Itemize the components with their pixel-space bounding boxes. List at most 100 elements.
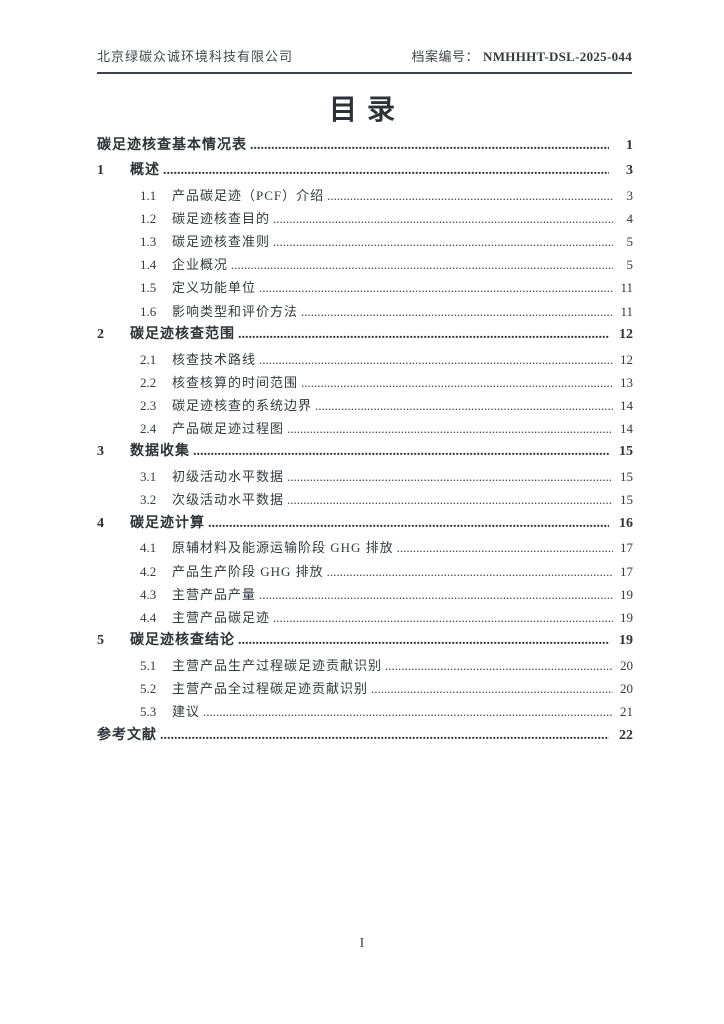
toc-entry-page: 5	[626, 257, 634, 273]
toc-entry-title: 数据收集	[130, 444, 190, 460]
toc-entry-page: 15	[620, 469, 633, 485]
toc-entry-page: 11	[620, 280, 633, 296]
toc-entry: 1.5 定义功能单位 11	[97, 276, 633, 299]
archive-number-label: 档案编号：	[411, 49, 480, 64]
toc-dot-leader	[327, 560, 613, 583]
toc-dot-leader	[315, 394, 613, 417]
toc-dot-leader	[160, 724, 609, 749]
toc-entry-number: 2.2	[140, 374, 157, 390]
toc-entry-title: 企业概况	[172, 257, 229, 273]
toc-dot-leader	[250, 134, 609, 159]
toc-entry: 1.3 碳足迹核查准则 5	[97, 230, 633, 253]
toc-entry-number: 2.4	[140, 421, 157, 437]
toc-entry-number: 4.1	[140, 540, 157, 556]
page-number-footer: I	[359, 936, 365, 951]
toc-entry: 2.2 核查核算的时间范围 13	[97, 371, 633, 394]
toc-dot-leader	[397, 536, 613, 559]
toc-dot-leader	[371, 677, 613, 700]
toc-entry-title: 定义功能单位	[172, 280, 257, 296]
toc-entry-title: 碳足迹核查的系统边界	[172, 398, 313, 414]
toc-entry-page: 3	[626, 162, 633, 178]
toc-entry: 4.3 主营产品产量 19	[97, 583, 633, 606]
toc-entry-title: 碳足迹核查基本情况表	[97, 138, 247, 153]
toc-entry-title: 主营产品生产过程碳足迹贡献识别	[172, 658, 383, 674]
toc-entry: 4.2 产品生产阶段 GHG 排放 17	[97, 560, 633, 583]
toc-dot-leader	[287, 488, 613, 511]
toc-entry-page: 4	[626, 210, 634, 226]
toc-entry-page: 20	[620, 681, 633, 697]
toc-entry-page: 19	[620, 586, 633, 602]
toc-entry: 3 数据收集 15	[97, 440, 633, 465]
toc-dot-leader	[203, 700, 613, 723]
company-name: 北京绿碳众诚环境科技有限公司	[97, 49, 294, 64]
toc-entry-title: 产品碳足迹（PCF）介绍	[172, 187, 325, 203]
toc-entry-number: 4.3	[140, 586, 157, 602]
toc-entry-title: 碳足迹核查准则	[172, 234, 271, 249]
toc-dot-leader	[208, 512, 609, 537]
toc-entry-number: 1	[97, 162, 104, 178]
toc-dot-leader	[259, 583, 613, 606]
toc-entry-number: 3	[97, 444, 104, 460]
toc-entry-page: 15	[619, 444, 633, 460]
toc-entry-number: 1.1	[140, 187, 157, 203]
toc-entry-title: 影响类型和评价方法	[172, 303, 299, 319]
toc-dot-leader	[163, 159, 609, 184]
toc-entry-title: 原辅材料及能源运输阶段 GHG 排放	[172, 540, 394, 556]
toc-entry: 5.2 主营产品全过程碳足迹贡献识别 20	[97, 677, 633, 700]
toc-entry-page: 19	[620, 610, 633, 626]
toc-dot-leader	[385, 654, 613, 677]
toc-dot-leader	[287, 465, 613, 488]
toc-entry-page: 17	[620, 563, 633, 579]
toc-dot-leader	[259, 348, 613, 371]
toc-entry-number: 2.1	[140, 351, 157, 367]
toc-entry-title: 主营产品产量	[172, 586, 257, 602]
toc-entry-number: 3.2	[140, 492, 157, 508]
toc-entry: 5.3 建议 21	[97, 700, 633, 723]
toc-dot-leader	[301, 300, 613, 323]
toc-title: 目录	[328, 95, 405, 126]
toc-entry-title: 碳足迹核查目的	[172, 210, 271, 226]
toc-entry-number: 1.2	[140, 210, 157, 226]
toc-list: 碳足迹核查基本情况表 1 1 概述 3 1.1 产品碳足迹（PCF）介绍 3 1…	[97, 134, 633, 748]
toc-entry: 2 碳足迹核查范围 12	[97, 323, 633, 348]
toc-entry-page: 14	[620, 398, 633, 414]
toc-entry: 1.1 产品碳足迹（PCF）介绍 3	[97, 184, 633, 207]
toc-entry-page: 15	[620, 492, 633, 508]
toc-entry-title: 产品碳足迹过程图	[172, 421, 285, 437]
toc-entry: 1.4 企业概况 5	[97, 253, 633, 276]
toc-dot-leader	[238, 323, 609, 348]
toc-dot-leader	[287, 417, 613, 440]
toc-entry-title: 碳足迹核查范围	[130, 326, 235, 342]
toc-entry-page: 1	[626, 138, 633, 153]
page-header: 北京绿碳众诚环境科技有限公司 档案编号： NMHHHT-DSL-2025-044	[97, 49, 632, 74]
toc-entry-number: 4.2	[140, 563, 157, 579]
toc-dot-leader	[273, 606, 613, 629]
toc-entry-page: 13	[620, 374, 633, 390]
toc-entry-title: 碳足迹核查结论	[130, 633, 235, 649]
toc-entry-title: 核查核算的时间范围	[172, 374, 299, 390]
toc-entry: 3.2 次级活动水平数据 15	[97, 488, 633, 511]
toc-entry-number: 3.1	[140, 469, 157, 485]
toc-entry: 4 碳足迹计算 16	[97, 512, 633, 537]
toc-entry-page: 14	[620, 421, 633, 437]
toc-entry-number: 1.4	[140, 257, 157, 273]
toc-entry: 参考文献 22	[97, 724, 633, 749]
toc-entry: 2.4 产品碳足迹过程图 14	[97, 417, 633, 440]
toc-entry: 1.2 碳足迹核查目的 4	[97, 207, 633, 230]
toc-entry-page: 5	[626, 234, 634, 249]
toc-entry-number: 1.5	[140, 280, 157, 296]
toc-dot-leader	[238, 629, 609, 654]
toc-entry: 碳足迹核查基本情况表 1	[97, 134, 633, 159]
toc-entry: 1.6 影响类型和评价方法 11	[97, 300, 633, 323]
toc-entry: 5 碳足迹核查结论 19	[97, 629, 633, 654]
toc-entry-page: 3	[626, 187, 634, 203]
toc-entry-number: 2	[97, 326, 104, 342]
toc-entry: 2.1 核查技术路线 12	[97, 348, 633, 371]
toc-entry-number: 4	[97, 515, 104, 531]
archive-number: 档案编号： NMHHHT-DSL-2025-044	[412, 49, 632, 65]
toc-dot-leader	[327, 184, 613, 207]
toc-dot-leader	[259, 276, 613, 299]
toc-entry-page: 12	[620, 351, 633, 367]
toc-entry-title: 次级活动水平数据	[172, 492, 285, 508]
toc-entry-number: 5.2	[140, 681, 157, 697]
